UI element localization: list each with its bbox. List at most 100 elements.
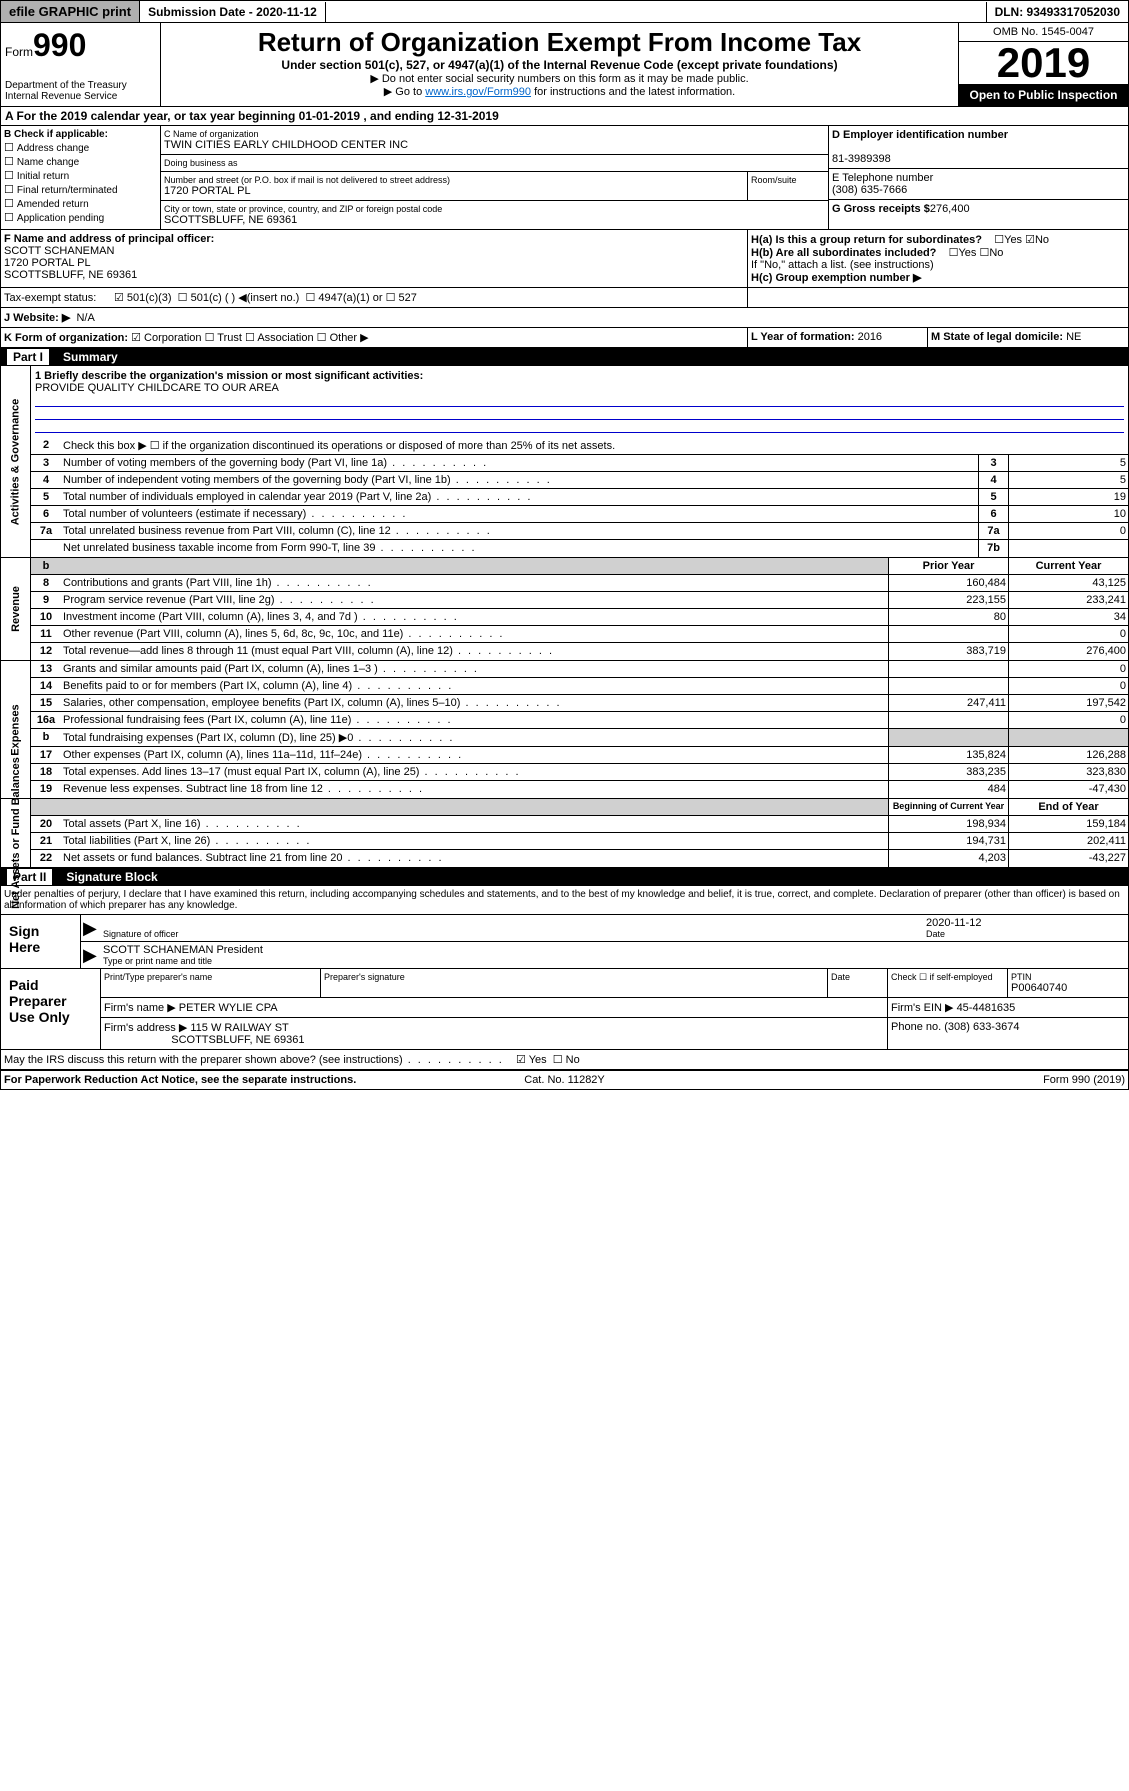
prior-value [888, 678, 1008, 694]
irs-link[interactable]: www.irs.gov/Form990 [425, 86, 531, 98]
prior-value: 484 [888, 781, 1008, 798]
firm-name: PETER WYLIE CPA [179, 1002, 278, 1014]
perjury-text: Under penalties of perjury, I declare th… [1, 886, 1128, 915]
q2-text: Check this box ▶ ☐ if the organization d… [61, 437, 1128, 454]
chk-corp[interactable]: ☑ Corporation [131, 332, 201, 344]
current-value: -43,227 [1008, 850, 1128, 867]
org-name-label: C Name of organization [164, 129, 825, 139]
form-number: Form990 [5, 27, 156, 64]
chk-trust[interactable]: ☐ Trust [205, 332, 242, 344]
prep-check[interactable]: Check ☐ if self-employed [888, 969, 1008, 997]
current-value: 126,288 [1008, 747, 1128, 763]
chk-501c[interactable]: ☐ 501(c) ( ) ◀(insert no.) [178, 291, 300, 304]
prior-value: 80 [888, 609, 1008, 625]
firm-addr: 115 W RAILWAY ST [190, 1022, 288, 1034]
chk-other[interactable]: ☐ Other ▶ [317, 332, 369, 344]
firm-addr-label: Firm's address ▶ [104, 1022, 187, 1034]
prior-value: 135,824 [888, 747, 1008, 763]
current-value: 0 [1008, 661, 1128, 677]
current-value: 276,400 [1008, 643, 1128, 660]
prior-year-hdr: Prior Year [888, 558, 1008, 574]
current-value: 34 [1008, 609, 1128, 625]
line-text: Net unrelated business taxable income fr… [61, 540, 978, 557]
form-footer: Form 990 (2019) [751, 1074, 1125, 1086]
firm-ein: 45-4481635 [957, 1002, 1016, 1014]
chk-pending[interactable]: Application pending [4, 211, 157, 224]
line-text: Total liabilities (Part X, line 26) [61, 833, 888, 849]
form-subtitle: Under section 501(c), 527, or 4947(a)(1)… [165, 58, 954, 72]
line-text: Professional fundraising fees (Part IX, … [61, 712, 888, 728]
line-text: Total assets (Part X, line 16) [61, 816, 888, 832]
line-text: Total revenue—add lines 8 through 11 (mu… [61, 643, 888, 660]
line-text: Grants and similar amounts paid (Part IX… [61, 661, 888, 677]
beg-year-hdr: Beginning of Current Year [888, 799, 1008, 815]
street-label: Number and street (or P.O. box if mail i… [164, 175, 744, 185]
tab-governance: Activities & Governance [1, 366, 31, 557]
prep-name-label: Print/Type preparer's name [104, 972, 317, 982]
period-row: A For the 2019 calendar year, or tax yea… [1, 107, 1128, 126]
chk-name[interactable]: Name change [4, 155, 157, 168]
current-value: -47,430 [1008, 781, 1128, 798]
prior-value [888, 626, 1008, 642]
line-text: Other revenue (Part VIII, column (A), li… [61, 626, 888, 642]
ha-label: H(a) Is this a group return for subordin… [751, 234, 982, 246]
line-box: 7a [978, 523, 1008, 539]
m-label: M State of legal domicile: [931, 331, 1063, 343]
chk-501c3[interactable]: ☑ 501(c)(3) [114, 291, 172, 304]
org-name: TWIN CITIES EARLY CHILDHOOD CENTER INC [164, 139, 825, 151]
cat-no: Cat. No. 11282Y [378, 1074, 752, 1086]
gross-label: G Gross receipts $ [832, 203, 930, 215]
officer-city: SCOTTSBLUFF, NE 69361 [4, 269, 744, 281]
line-text: Number of independent voting members of … [61, 472, 978, 488]
open-public: Open to Public Inspection [959, 84, 1128, 106]
line-text: Revenue less expenses. Subtract line 18 … [61, 781, 888, 798]
sig-officer-label: Signature of officer [103, 929, 926, 939]
chk-assoc[interactable]: ☐ Association [245, 332, 314, 344]
submission-date: Submission Date - 2020-11-12 [140, 2, 326, 22]
chk-final[interactable]: Final return/terminated [4, 183, 157, 196]
firm-name-label: Firm's name ▶ [104, 1002, 176, 1014]
arrow-icon: ▶ [83, 917, 103, 939]
ptin-label: PTIN [1011, 972, 1125, 982]
prep-sig-label: Preparer's signature [324, 972, 824, 982]
prior-value: 160,484 [888, 575, 1008, 591]
sig-name: SCOTT SCHANEMAN President [103, 944, 1126, 956]
tax-year: 2019 [959, 42, 1128, 84]
efile-button[interactable]: efile GRAPHIC print [1, 1, 140, 22]
line-text: Total number of individuals employed in … [61, 489, 978, 505]
current-value: 202,411 [1008, 833, 1128, 849]
ptin-value: P00640740 [1011, 982, 1125, 994]
l-label: L Year of formation: [751, 331, 855, 343]
prep-date-label: Date [831, 972, 884, 982]
sig-name-label: Type or print name and title [103, 956, 1126, 966]
date-label: Date [926, 929, 1126, 939]
current-value: 323,830 [1008, 764, 1128, 780]
hb-label: H(b) Are all subordinates included? [751, 247, 936, 259]
chk-initial[interactable]: Initial return [4, 169, 157, 182]
dln: DLN: 93493317052030 [986, 2, 1128, 22]
ein-label: D Employer identification number [832, 129, 1008, 141]
hb-note: If "No," attach a list. (see instruction… [751, 259, 1125, 271]
chk-address[interactable]: Address change [4, 141, 157, 154]
pra-text: For Paperwork Reduction Act Notice, see … [4, 1074, 356, 1086]
part2-header: Part IISignature Block [1, 868, 1128, 886]
gross-value: 276,400 [930, 203, 970, 215]
current-value: 0 [1008, 678, 1128, 694]
prior-value: 383,719 [888, 643, 1008, 660]
chk-4947[interactable]: ☐ 4947(a)(1) or [305, 291, 382, 304]
current-year-hdr: Current Year [1008, 558, 1128, 574]
end-year-hdr: End of Year [1008, 799, 1128, 815]
firm-phone: (308) 633-3674 [944, 1021, 1019, 1033]
discuss-text: May the IRS discuss this return with the… [4, 1054, 504, 1066]
city-value: SCOTTSBLUFF, NE 69361 [164, 214, 825, 226]
line-value: 19 [1008, 489, 1128, 505]
line-box: 3 [978, 455, 1008, 471]
officer-street: 1720 PORTAL PL [4, 257, 744, 269]
current-value: 0 [1008, 712, 1128, 728]
line-text: Total number of volunteers (estimate if … [61, 506, 978, 522]
k-label: K Form of organization: [4, 332, 128, 344]
chk-527[interactable]: ☐ 527 [386, 291, 417, 304]
chk-amended[interactable]: Amended return [4, 197, 157, 210]
prior-value [888, 661, 1008, 677]
website-label: J Website: ▶ [4, 312, 70, 324]
